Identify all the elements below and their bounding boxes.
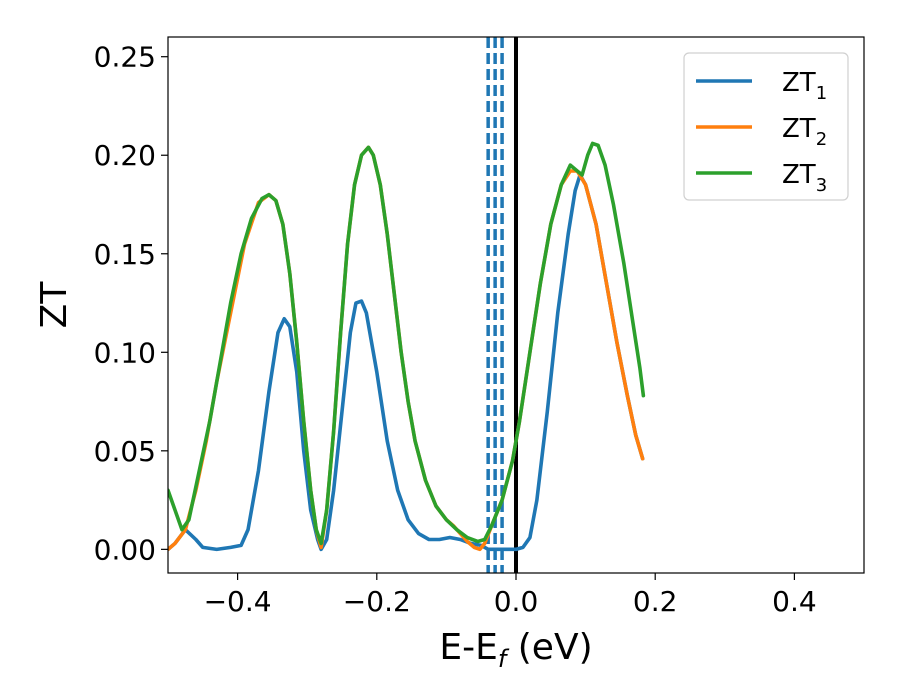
series-line-zt3 [168,141,646,546]
legend: ZT1 ZT2 ZT3 [683,52,849,201]
y-axis: 0.00 0.05 0.10 0.15 0.20 0.25 [94,41,168,566]
x-tick-label: −0.4 [204,585,272,618]
y-axis-label: ZT [34,281,75,329]
x-axis-label-main: E-E [439,627,497,668]
y-tick-label: 0.15 [94,238,156,271]
x-axis-label: E-Ef (eV) [439,627,592,673]
y-tick-label: 0.20 [94,139,156,172]
x-axis: −0.4 −0.2 0.0 0.2 0.4 [204,573,817,618]
series-layer [168,141,646,552]
legend-label-zt3: ZT3 [782,160,827,196]
x-axis-label-unit: (eV) [506,627,592,668]
legend-label-zt1: ZT1 [782,68,827,104]
legend-box [683,52,849,201]
x-tick-label: 0.4 [772,585,817,618]
y-tick-label: 0.25 [94,41,156,74]
x-tick-label: 0.0 [494,585,539,618]
reference-lines [486,37,518,573]
series-line-zt1 [168,173,645,552]
x-tick-label: 0.2 [633,585,678,618]
y-tick-label: 0.05 [94,435,156,468]
x-tick-label: −0.2 [343,585,411,618]
y-tick-label: 0.10 [94,336,156,369]
legend-label-zt2: ZT2 [782,114,827,150]
y-tick-label: 0.00 [94,533,156,566]
